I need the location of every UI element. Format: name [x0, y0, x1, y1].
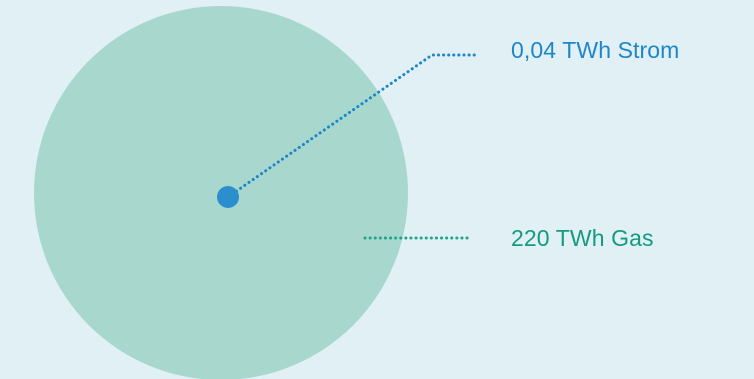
strom-leader-line — [226, 53, 480, 199]
strom-label: 0,04 TWh Strom — [511, 37, 680, 63]
strom-dot — [217, 186, 239, 208]
gas-label: 220 TWh Gas — [511, 225, 654, 251]
